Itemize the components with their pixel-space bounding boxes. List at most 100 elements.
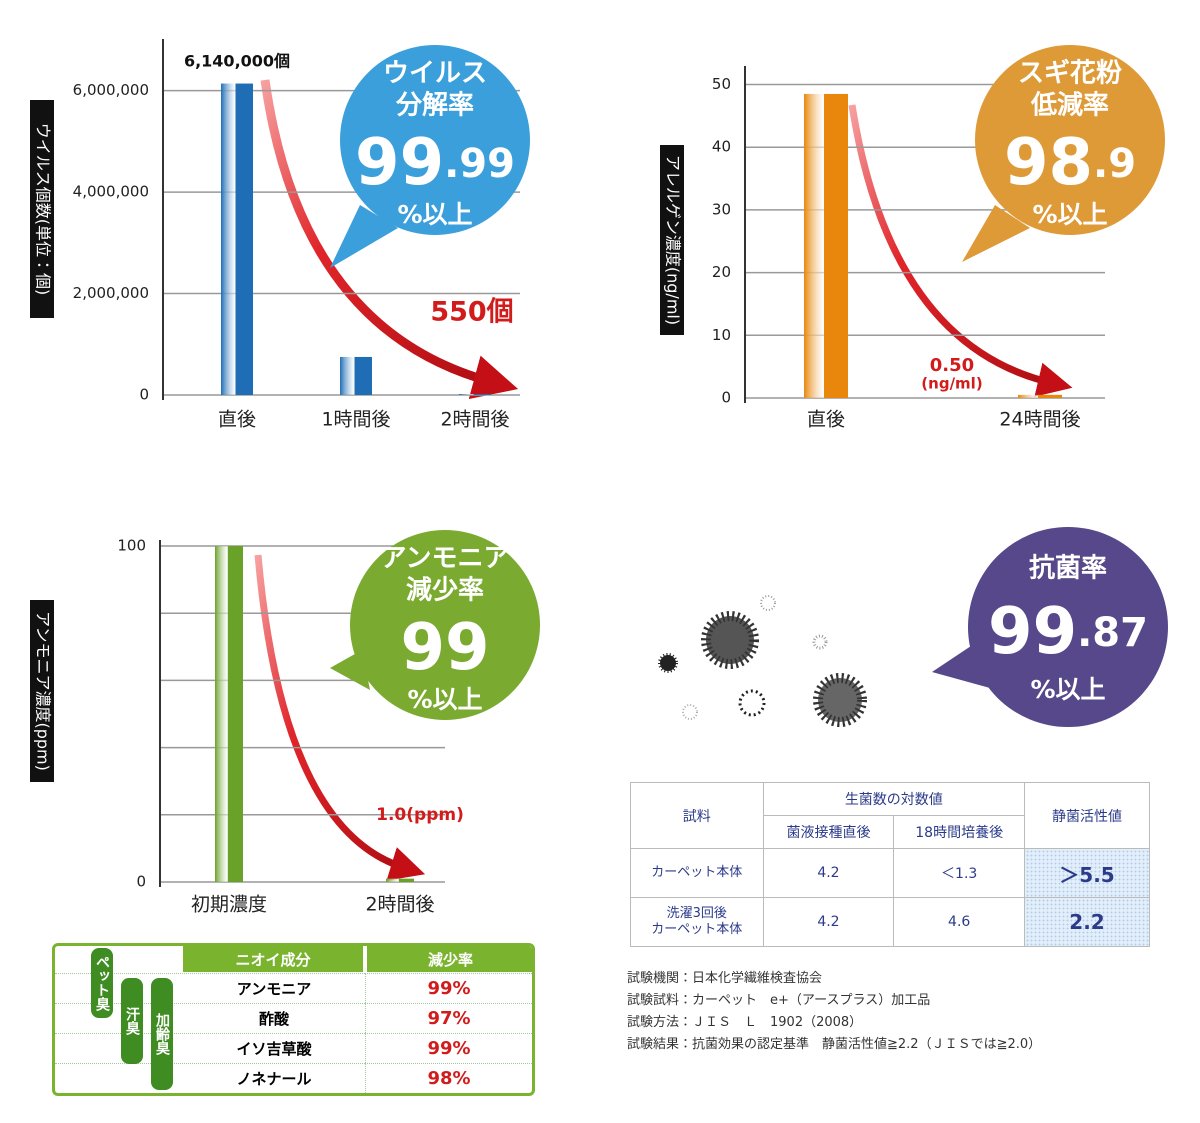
- value-label: 550個: [430, 297, 513, 328]
- value-label: 1.0(ppm): [376, 805, 464, 825]
- header-cell: 18時間培養後: [893, 815, 1026, 849]
- germ: [658, 653, 678, 673]
- odor-name: アンモニア: [55, 973, 365, 1003]
- bar: [459, 394, 491, 395]
- x-tick-label: 初期濃度: [191, 894, 267, 916]
- odor-table: ニオイ成分 減少率 アンモニア 99% 酢酸 97% イソ吉草酸 99% ノネナール 98% ペット…: [52, 943, 535, 1096]
- germ: [738, 689, 766, 717]
- x-tick-label: 24時間後: [999, 409, 1080, 431]
- y-axis-label-bg: [660, 145, 684, 335]
- bar: [804, 93, 848, 398]
- badge-title: アンモニア: [381, 544, 510, 574]
- note-line: 試験結果：抗菌効果の認定基準 静菌活性値≧2.2（ＪＩＳでは≧2.0）: [627, 1037, 1042, 1052]
- table-header: ニオイ成分: [183, 946, 363, 972]
- body-row: カーペット本体 4.2 ＜1.3 ＞5.5: [630, 848, 1150, 898]
- sample-line: カーペット本体: [651, 922, 743, 937]
- value-cell: ＜1.3: [893, 848, 1026, 898]
- badge-title: スギ花粉: [1018, 59, 1122, 89]
- badge-title: 抗菌率: [1029, 553, 1107, 584]
- notes: 試験機関：日本化学繊維検査協会 試験試料：カーペット e+（アースプラス）加工品試…: [627, 968, 1041, 1056]
- arrow: [260, 79, 519, 399]
- bar: [386, 878, 414, 882]
- header-row: 試料 生菌数の対数値 静菌活性値: [630, 782, 1150, 849]
- chart: 0 100 アンモニア濃度(ppm) 初期濃度 2時間後 1.0(ppm): [30, 537, 464, 916]
- y-tick-label: 100: [117, 537, 146, 555]
- reduction-rate: 97%: [365, 1003, 532, 1033]
- arrow: [848, 104, 1073, 397]
- sample-line: 洗濯3回後: [666, 906, 727, 921]
- badge-circle: [975, 45, 1165, 235]
- odor-name: イソ吉草酸: [55, 1033, 365, 1063]
- badge-tail: [330, 205, 398, 268]
- y-axis-label-bg: [30, 100, 54, 318]
- header-cell: 生菌数の対数値: [762, 782, 1026, 816]
- value-cell: 4.2: [762, 848, 895, 898]
- badge: 抗菌率 99.87 %以上: [932, 527, 1168, 727]
- reduction-rate: 99%: [365, 1033, 532, 1063]
- chart: 0 10 20 30 40 50 アレルゲン濃度(ng/ml) 直後 24時間後 0.50(ng/…: [660, 66, 1105, 431]
- sample-cell: カーペット本体: [630, 848, 764, 898]
- odor-group: 加齢臭: [151, 978, 173, 1090]
- bar: [1018, 394, 1062, 398]
- y-tick-label: 50: [712, 75, 731, 93]
- x-tick-label: 2時間後: [440, 409, 509, 431]
- sample-line: カーペット本体: [651, 865, 743, 880]
- header-cell: 静菌活性値: [1024, 782, 1150, 849]
- sample-cell: 洗濯3回後 カーペット本体: [630, 897, 764, 947]
- badge-suffix: %以上: [1032, 200, 1107, 229]
- badge-rate: 99: [400, 611, 489, 685]
- y-tick-label: 0: [136, 873, 146, 891]
- bar: [215, 546, 243, 882]
- value-label: 0.50: [930, 355, 974, 376]
- note-line: 試験方法：ＪＩＳ Ｌ 1902（2008）: [627, 1015, 863, 1030]
- body-row: 洗濯3回後 カーペット本体 4.2 4.6 2.2: [630, 897, 1150, 947]
- x-tick-label: 2時間後: [365, 894, 434, 916]
- badge-suffix: %以上: [1030, 675, 1105, 704]
- value-label: 6,140,000個: [184, 52, 290, 71]
- table-header: 減少率: [365, 946, 532, 972]
- badge-circle: [968, 527, 1168, 727]
- value-cell: 4.2: [762, 897, 895, 947]
- value-cell: 2.2: [1024, 897, 1150, 947]
- y-axis-label: アレルゲン濃度(ng/ml): [660, 145, 684, 335]
- germ: [701, 611, 759, 669]
- y-axis-label: ウイルス個数(単位：個): [30, 100, 54, 318]
- y-tick-label: 30: [712, 200, 731, 218]
- y-tick-label: 40: [712, 138, 731, 156]
- badge-circle: [340, 45, 530, 235]
- badge-title: 低減率: [1030, 91, 1109, 121]
- bar: [340, 356, 372, 395]
- y-axis-label-text: アンモニア濃度(ppm): [34, 611, 53, 771]
- annotation: (ng/ml): [921, 375, 982, 393]
- odor-name: 酢酸: [55, 1003, 365, 1033]
- badge-rate: 99.87: [988, 595, 1148, 669]
- badge-title: 減少率: [406, 576, 484, 606]
- chart: 0 2,000,000 4,000,000 6,000,000 ウイルス個数(単位：個)…: [30, 39, 520, 431]
- x-tick-label: 直後: [218, 409, 256, 431]
- badge-suffix: %以上: [397, 200, 472, 229]
- germ: [682, 704, 698, 720]
- value-cell: ＞5.5: [1024, 848, 1150, 898]
- y-tick-label: 0: [139, 386, 149, 404]
- y-axis-label-bg: [30, 600, 54, 782]
- y-tick-label: 0: [721, 389, 731, 407]
- value-cell: 4.6: [893, 897, 1026, 947]
- germ: [760, 595, 776, 611]
- odor-group: ペット臭: [91, 948, 113, 1018]
- reduction-rate: 99%: [365, 973, 532, 1003]
- badge-title: ウイルス: [383, 59, 487, 89]
- germ: [812, 634, 828, 650]
- y-axis-label-text: アレルゲン濃度(ng/ml): [664, 155, 683, 325]
- y-tick-label: 2,000,000: [73, 284, 149, 302]
- y-axis-label-text: ウイルス個数(単位：個): [34, 123, 53, 296]
- badge-rate: 98.9: [1004, 126, 1136, 200]
- bar: [221, 83, 253, 396]
- header-cell: 試料: [630, 782, 764, 849]
- header-cell: 菌液接種直後: [762, 815, 895, 849]
- decorations: [254, 79, 1073, 881]
